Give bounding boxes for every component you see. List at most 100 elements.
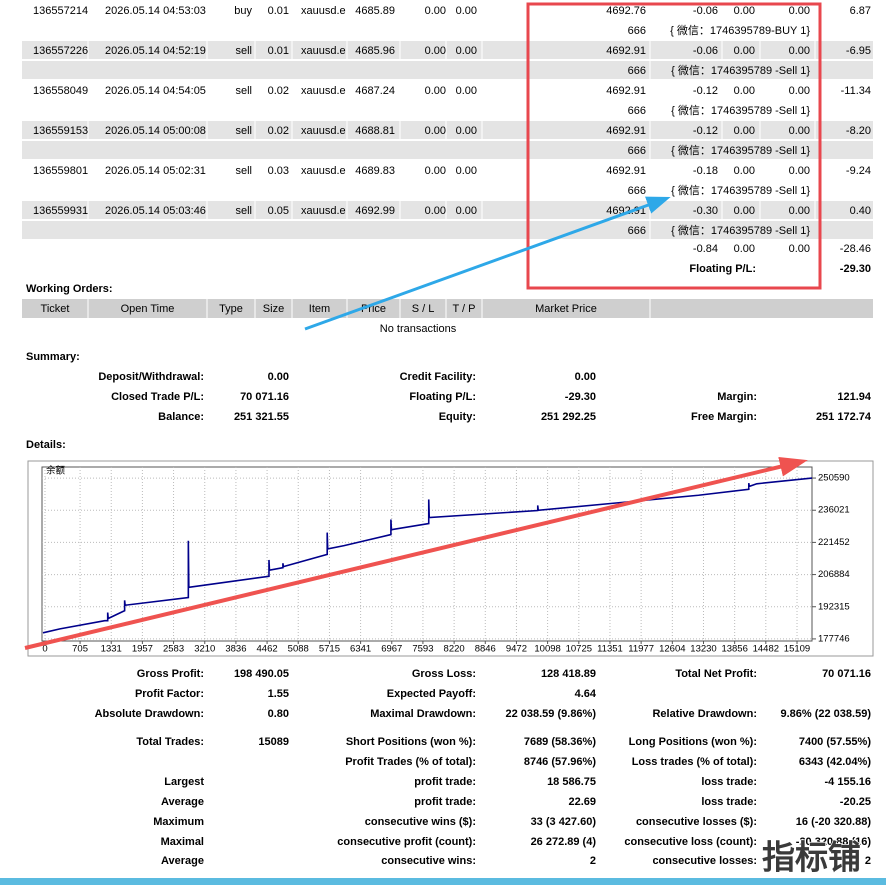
trade-cell: -8.20 [846,125,871,137]
x-tick-label: 6341 [350,644,371,655]
x-tick-label: 3210 [194,644,215,655]
field-label: Maximal Drawdown: [370,708,476,720]
trade-cell: -6.95 [846,45,871,57]
trade-cell: 0.00 [789,205,810,217]
trade-cell: sell [235,165,252,177]
trade-cell: -0.06 [693,5,718,17]
trade-cell: 4685.89 [355,5,395,17]
x-tick-label: 14482 [753,644,779,655]
trade-cell: -0.12 [693,85,718,97]
field-value: 198 490.05 [234,668,289,680]
trade-cell: -0.30 [693,205,718,217]
trade-cell: 0.02 [268,125,289,137]
field-label: Maximum [153,816,204,828]
trade-cell: 6.87 [850,5,871,17]
trade-cell: 4687.24 [355,85,395,97]
field-label: Loss trades (% of total): [632,756,757,768]
trade-cell: 0.00 [425,205,446,217]
trade-cell: 0.00 [456,125,477,137]
trade-cell: 0.00 [734,125,755,137]
total-cell: -0.84 [693,243,718,255]
trade-cell: 0.00 [425,125,446,137]
field-label: consecutive profit (count): [337,836,476,848]
trade-cell: 4692.91 [606,125,646,137]
x-tick-label: 4462 [257,644,278,655]
field-value: 2 [865,855,871,867]
series-label: 余额 [46,465,66,477]
trade-cell: 2026.05.14 04:53:03 [105,5,206,17]
field-value: 7689 (58.36%) [524,736,596,748]
x-tick-label: 9472 [506,644,527,655]
trade-cell: 2026.05.14 05:02:31 [105,165,206,177]
annotation-arrow [304,196,671,331]
field-label: Largest [164,776,204,788]
field-label: Gross Loss: [412,668,476,680]
trade-cell: 0.01 [268,5,289,17]
trade-cell: 0.01 [268,45,289,57]
field-label: Gross Profit: [137,668,204,680]
trade-cell: sell [235,205,252,217]
field-value: 8746 (57.96%) [524,756,596,768]
field-value: 4.64 [575,688,597,700]
trade-cell: -0.18 [693,165,718,177]
field-label: Profit Trades (% of total): [345,756,476,768]
trade-cell: 0.00 [734,165,755,177]
trade-cell: 0.00 [789,45,810,57]
field-label: consecutive loss (count): [624,836,757,848]
x-tick-label: 11351 [597,644,623,655]
field-value: 1.55 [268,688,289,700]
trade-comment: { 微信：1746395789 -Sell 1} [671,183,810,197]
floating-value: -29.30 [840,263,871,275]
trade-cell: 0.00 [734,205,755,217]
trade-cell: 136559153 [33,125,88,137]
trade-cell: 0.05 [268,205,289,217]
trade-comment: { 微信：1746395789 -Sell 1} [671,103,810,117]
total-cell: 0.00 [789,243,810,255]
trade-cell: 0.00 [425,5,446,17]
x-tick-label: 11977 [628,644,654,655]
field-value: 7400 (57.55%) [799,736,871,748]
trade-comment: { 微信：1746395789 -Sell 1} [671,63,810,77]
trade-cell: 0.02 [268,85,289,97]
header-cell: Item [309,303,330,315]
field-label: consecutive losses: [652,855,757,867]
field-value: -29.30 [565,391,596,403]
header-cell: Open Time [121,303,175,315]
trade-cell: 0.00 [425,165,446,177]
balance-line [42,477,813,634]
field-value: 26 272.89 (4) [531,836,597,848]
field-value: 251 172.74 [816,411,872,423]
trade-cell: xauusd.e [301,125,346,137]
trade-comment: { 微信：1746395789 -Sell 1} [671,223,810,237]
field-label: Floating P/L: [409,391,476,403]
section-title: Details: [26,439,66,451]
field-value: 2 [590,855,596,867]
trade-cell: 0.00 [456,85,477,97]
field-label: Average [161,796,204,808]
trade-cell: 0.40 [850,205,871,217]
field-value: 16 (-20 320.88) [796,816,872,828]
field-label: loss trade: [701,796,757,808]
trade-cell: 0.00 [456,5,477,17]
field-label: Closed Trade P/L: [111,391,204,403]
trade-cell: 4692.91 [606,165,646,177]
field-value: 0.80 [268,708,289,720]
trade-cell: 0.00 [456,205,477,217]
total-cell: 0.00 [734,243,755,255]
field-value: 22 038.59 (9.86%) [505,708,596,720]
header-cell: T / P [452,303,475,315]
trade-cell: 136557214 [33,5,88,17]
trade-cell: 4692.99 [355,205,395,217]
trade-cell: 2026.05.14 04:54:05 [105,85,206,97]
highlight-box [526,2,822,290]
trade-cell: xauusd.e [301,205,346,217]
trade-comment: { 微信：1746395789-BUY 1} [670,23,810,37]
field-value: 0.00 [268,371,289,383]
field-value: 33 (3 427.60) [531,816,597,828]
field-label: Expected Payoff: [387,688,476,700]
floating-label: Floating P/L: [689,263,756,275]
trade-cell: 0.00 [789,85,810,97]
row-shade [22,41,873,59]
row-shade [22,61,873,79]
